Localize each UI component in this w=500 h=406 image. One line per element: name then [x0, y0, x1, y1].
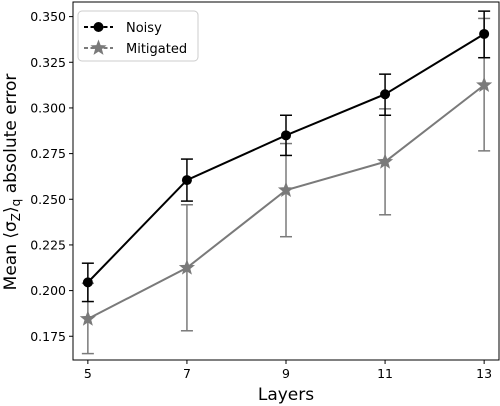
x-axis-title: Layers [258, 385, 314, 405]
legend-box [77, 10, 199, 62]
mitigated-data-point [277, 181, 295, 198]
noisy-data-point [380, 89, 391, 100]
y-tick-label: 0.325 [30, 55, 66, 70]
y-tick-label: 0.300 [30, 100, 66, 115]
y-tick-label: 0.250 [30, 192, 66, 207]
x-tick-label: 11 [377, 366, 393, 381]
mitigated-data-point [178, 259, 196, 275]
y-axis-title-sub1: Z [9, 213, 23, 221]
y-tick-label: 0.275 [30, 146, 66, 161]
noisy-data-point [82, 277, 93, 288]
mitigated-data-point [476, 76, 493, 92]
x-tick-label: 13 [476, 366, 492, 381]
y-axis-title-sub2: q [9, 199, 23, 207]
mitigated-data-point [376, 153, 394, 169]
mitigated-data-point [79, 310, 96, 326]
noisy-data-point [479, 28, 490, 39]
x-tick-label: 7 [183, 366, 191, 381]
legend-noisy-marker [93, 22, 104, 32]
y-tick-label: 0.200 [30, 283, 66, 298]
legend-mitigated-marker [90, 39, 107, 55]
x-tick-label: 5 [84, 366, 92, 381]
legend: Noisy Mitigated [77, 10, 199, 62]
legend-mitigated-label: Mitigated [126, 42, 187, 57]
noisy-data-point [181, 175, 192, 186]
legend-noisy-label: Noisy [126, 21, 162, 36]
noisy-data-point [281, 130, 291, 141]
y-tick-label: 0.350 [30, 9, 66, 24]
x-tick-label: 9 [282, 366, 290, 381]
y-tick-label: 0.225 [30, 237, 66, 252]
y-axis-title-suffix: absolute error [1, 74, 21, 199]
axes-layer: 5 7 9 11 13 0.175 0.200 0.225 0.250 0.275 0.300 0.3… [30, 1, 500, 381]
y-axis-title: Mean ⟨σZ⟩q absolute error [1, 74, 23, 291]
y-axis-title-prefix: Mean ⟨σ [1, 221, 21, 290]
plot-layer [79, 10, 493, 355]
y-tick-label: 0.175 [30, 329, 66, 344]
y-axis-title-mid: ⟩ [1, 206, 21, 213]
